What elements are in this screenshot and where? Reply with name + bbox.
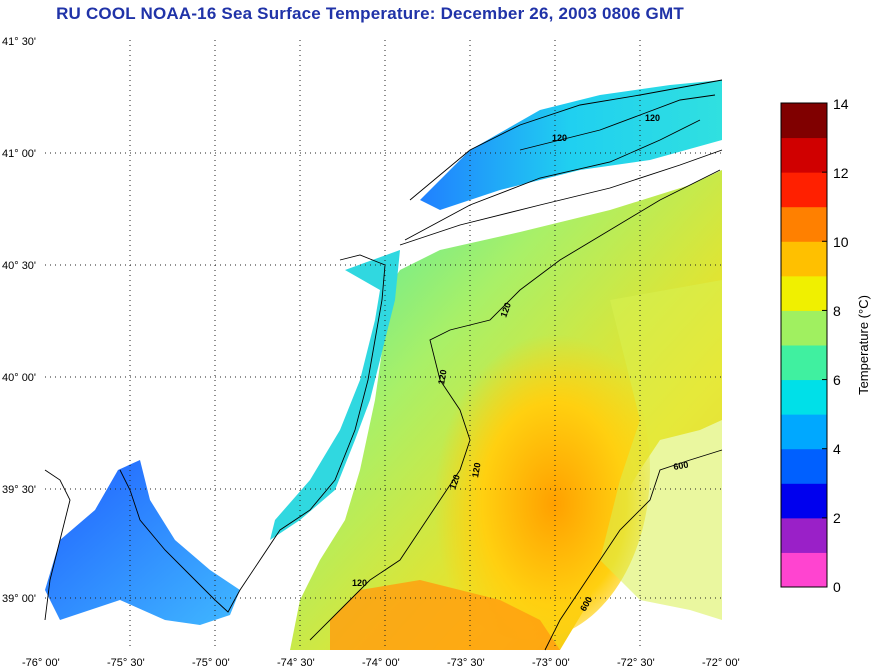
contour-label: 120 [352, 578, 367, 588]
lon-tick-label: -75° 00' [192, 657, 230, 669]
colorbar-swatch [781, 414, 827, 450]
contour-label: 120 [447, 473, 462, 491]
colorbar-tick-label: 8 [833, 303, 841, 319]
lon-tick-label: -76° 00' [22, 657, 60, 669]
colorbar-swatch [781, 275, 827, 311]
contour-label: 120 [470, 462, 482, 479]
colorbar-tick-label: 12 [833, 165, 849, 181]
colorbar-tick-label: 0 [833, 579, 841, 595]
contour-labels: 120 120 120 120 120 120 120 600 600 [352, 113, 689, 613]
longitude-axis: -76° 00' -75° 30' -75° 00' -74° 30' -74°… [22, 657, 740, 669]
lon-tick-label: -72° 30' [617, 657, 655, 669]
isobath-600 [544, 449, 723, 651]
colorbar-swatch [781, 483, 827, 519]
colorbar-ticks: 0 2 4 6 8 10 12 14 [822, 96, 849, 595]
lat-tick-label: 40° 00' [2, 372, 36, 384]
colorbar-swatch [781, 172, 827, 208]
colorbar-swatch [781, 206, 827, 242]
map-title: RU COOL NOAA-16 Sea Surface Temperature:… [56, 4, 684, 23]
colorbar: 0 2 4 6 8 10 12 14 Temperature (°C) [780, 96, 871, 595]
graticule [45, 40, 722, 650]
lat-tick-label: 40° 30' [2, 260, 36, 272]
isobath-120-sound [519, 94, 716, 151]
nj-coastline [119, 254, 386, 613]
lat-tick-label: 39° 00' [2, 593, 36, 605]
lat-tick-label: 41° 30' [2, 36, 36, 48]
colorbar-swatches [781, 103, 827, 588]
colorbar-frame [780, 102, 828, 588]
colorbar-tick-label: 6 [833, 372, 841, 388]
southern-warm-water [330, 580, 560, 650]
lon-tick-label: -73° 00' [532, 657, 570, 669]
colorbar-swatch [781, 552, 827, 588]
colorbar-tick-label: 2 [833, 510, 841, 526]
colorbar-swatch [781, 448, 827, 484]
delaware-coastline [44, 469, 71, 621]
colorbar-tick-label: 14 [833, 96, 849, 112]
lat-tick-label: 39° 30' [2, 484, 36, 496]
contour-label: 120 [645, 113, 660, 123]
map-plot-area: 120 120 120 120 120 120 120 600 600 [44, 40, 723, 651]
contour-label: 120 [498, 301, 513, 319]
lon-tick-label: -72° 00' [702, 657, 740, 669]
long-island-coastline [399, 119, 723, 246]
colorbar-swatch [781, 137, 827, 173]
colorbar-swatch [781, 345, 827, 381]
colorbar-swatch [781, 517, 827, 553]
colorbar-swatch [781, 379, 827, 415]
lat-tick-label: 41° 00' [2, 148, 36, 160]
contour-label: 120 [552, 133, 567, 143]
nj-coastal-water [270, 250, 400, 540]
latitude-axis: 41° 30' 41° 00' 40° 30' 40° 00' 39° 30' … [2, 36, 36, 605]
colorbar-swatch [781, 241, 827, 277]
lon-tick-label: -74° 30' [277, 657, 315, 669]
contour-label: 600 [673, 460, 690, 472]
colorbar-tick-label: 4 [833, 441, 841, 457]
lon-tick-label: -74° 00' [362, 657, 400, 669]
offshore-patchy-water [600, 280, 722, 620]
colorbar-title: Temperature (°C) [856, 295, 871, 395]
delaware-bay-water [45, 460, 240, 625]
lon-tick-label: -73° 30' [447, 657, 485, 669]
lon-tick-label: -75° 30' [107, 657, 145, 669]
isobath-120 [309, 169, 721, 641]
colorbar-swatch [781, 103, 827, 139]
colorbar-tick-label: 10 [833, 234, 849, 250]
colorbar-swatch [781, 310, 827, 346]
contour-label: 120 [436, 369, 448, 386]
